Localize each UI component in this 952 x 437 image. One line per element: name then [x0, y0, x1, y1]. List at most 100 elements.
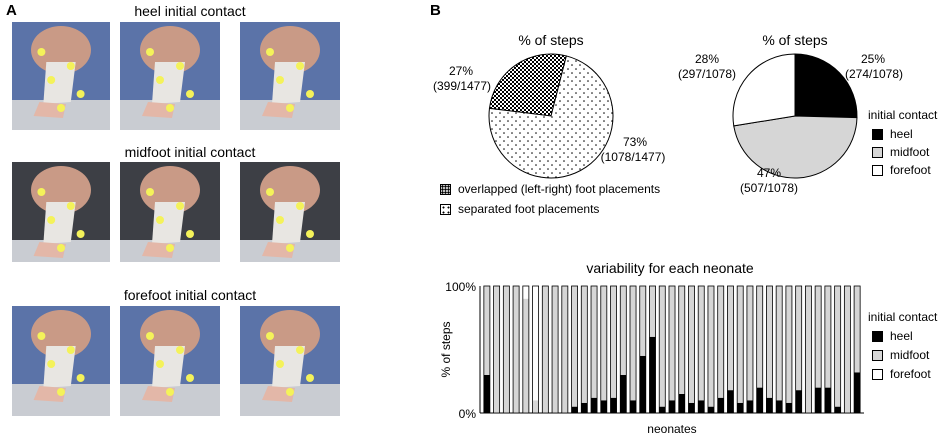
pie2-heel-count: (274/1078) — [844, 67, 904, 81]
bar-17-outline — [639, 285, 647, 414]
photo-forefoot-1 — [12, 306, 110, 416]
bar-28-outline — [746, 285, 754, 414]
bar-28-heel — [746, 400, 753, 413]
pie1-overlap-count: (399/1477) — [432, 79, 492, 93]
bar-4-outline — [512, 285, 520, 414]
bar-32-outline — [785, 285, 793, 414]
midfoot-swatch — [872, 349, 883, 361]
bar-9-outline — [561, 285, 569, 414]
bar-5-forefoot — [522, 286, 529, 299]
pie1-separated-pct: 73% — [622, 135, 648, 149]
forefoot-swatch — [872, 164, 883, 176]
pie2-legend-forefoot-label: forefoot — [890, 163, 931, 177]
bar-2-outline — [493, 285, 501, 414]
bar-18-heel — [649, 336, 656, 413]
bar-19-outline — [658, 285, 666, 414]
y-axis-label: % of steps — [439, 321, 453, 377]
bar-21-outline — [678, 285, 686, 414]
bar-1-heel — [483, 374, 490, 413]
bar-6-midfoot — [532, 400, 539, 413]
bar-9-midfoot — [561, 286, 568, 413]
infant-walking-photo — [12, 22, 110, 130]
bar-35-midfoot — [815, 286, 822, 388]
infant-walking-photo — [120, 306, 220, 416]
bar-legend-heel-label: heel — [890, 329, 913, 343]
bar-12-heel — [591, 397, 598, 413]
bar-28-midfoot — [746, 286, 753, 401]
bar-29-heel — [756, 387, 763, 413]
bar-legend-midfoot: midfoot — [872, 348, 929, 362]
bar-3-midfoot — [503, 286, 510, 413]
bar-34-midfoot — [805, 286, 812, 413]
bar-24-heel — [707, 406, 714, 413]
photo-midfoot-2 — [120, 162, 220, 262]
bar-39-outline — [853, 285, 861, 414]
bar-19-heel — [659, 406, 666, 413]
bar-32-midfoot — [785, 286, 792, 403]
bar-29-midfoot — [756, 286, 763, 388]
photo-forefoot-2 — [120, 306, 220, 416]
pie-foot-placement — [488, 53, 614, 179]
bar-27-midfoot — [737, 286, 744, 403]
bar-21-midfoot — [678, 286, 685, 394]
y-tick-100: 100% — [445, 280, 476, 294]
pie2-legend-heel-label: heel — [890, 127, 913, 141]
variability-bar-chart: 100% 0% % of steps neonates — [439, 280, 864, 436]
infant-walking-photo — [120, 162, 220, 262]
bar-27-heel — [737, 402, 744, 413]
bar-38-outline — [843, 285, 851, 414]
pie2-midfoot-count: (507/1078) — [739, 181, 799, 195]
bar-20-outline — [668, 285, 676, 414]
bar-36-midfoot — [824, 286, 831, 388]
bar-15-heel — [620, 374, 627, 413]
pie2-slice-midfoot — [733, 115, 858, 179]
panel-a-label: A — [6, 2, 17, 19]
bar-26-midfoot — [727, 286, 734, 391]
y-tick-0: 0% — [459, 407, 477, 421]
bar-1-midfoot — [483, 286, 490, 375]
bar-37-heel — [834, 406, 841, 413]
bar-11-midfoot — [581, 286, 588, 403]
photo-heel-3 — [240, 22, 340, 130]
photo-heel-1 — [12, 22, 110, 130]
row-title-midfoot: midfoot initial contact — [124, 144, 256, 160]
bar-5-midfoot — [522, 298, 529, 413]
photo-midfoot-3 — [240, 162, 340, 262]
photo-forefoot-3 — [240, 306, 340, 416]
bar-16-heel — [630, 400, 637, 413]
bar-19-midfoot — [659, 286, 666, 407]
bar-21-heel — [678, 393, 685, 413]
infant-walking-photo — [120, 22, 220, 130]
infant-walking-photo — [240, 306, 340, 416]
bar-4-midfoot — [513, 286, 520, 413]
bar-39-heel — [854, 372, 861, 413]
bar-12-outline — [590, 285, 598, 414]
bar-23-midfoot — [698, 286, 705, 401]
bar-1-outline — [483, 285, 491, 414]
legend-separated: separated foot placements — [440, 202, 599, 216]
bar-22-outline — [688, 285, 695, 414]
midfoot-swatch — [872, 146, 883, 158]
bar-25-midfoot — [717, 286, 724, 398]
bar-13-midfoot — [600, 286, 607, 401]
bar-legend-heel: heel — [872, 329, 913, 343]
pie2-slice-heel — [794, 53, 858, 119]
bar-37-midfoot — [834, 286, 841, 407]
bar-legend-forefoot-label: forefoot — [890, 367, 931, 381]
panel-b-label: B — [430, 2, 441, 19]
bar-22-heel — [688, 402, 695, 413]
bar-31-heel — [776, 400, 783, 413]
bar-7-outline — [541, 285, 549, 414]
bar-legend-forefoot: forefoot — [872, 367, 931, 381]
photo-midfoot-1 — [12, 162, 110, 262]
infant-walking-photo — [12, 306, 110, 416]
bar-30-heel — [766, 397, 773, 413]
bar-26-heel — [727, 390, 734, 413]
heel-swatch — [872, 128, 883, 140]
separated-swatch — [440, 203, 451, 215]
bar-8-outline — [551, 285, 559, 414]
bar-20-heel — [668, 400, 676, 413]
bar-14-midfoot — [610, 286, 617, 398]
infant-walking-photo — [240, 162, 340, 262]
bar-29-outline — [756, 285, 764, 414]
